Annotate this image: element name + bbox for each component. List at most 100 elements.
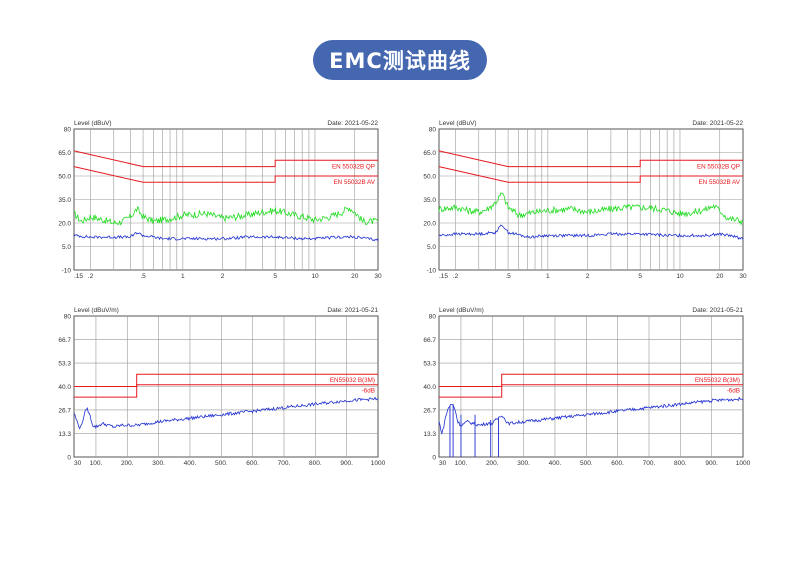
x-tick-label: 200. [121, 460, 134, 467]
limit-line [74, 384, 378, 398]
limit-label: EN 55032B AV [698, 179, 740, 186]
y-tick-label: 53.3 [58, 361, 71, 368]
y-tick-label: 65.0 [423, 150, 436, 157]
y-tick-label: 20.0 [58, 221, 71, 228]
y-tick-label: 40.0 [58, 384, 71, 391]
limit-label: -6dB [362, 388, 375, 395]
x-tick-label: 1 [546, 273, 550, 280]
y-axis-label: Level (dBuV) [439, 120, 477, 127]
qp-trace [438, 192, 744, 226]
chart-radiated-2: 0 13.3 26.7 40.0 53.3 66.7 80 30 100. 200. 300. 400… [405, 302, 755, 467]
y-tick-label: 65.0 [58, 150, 71, 157]
av-trace [73, 396, 379, 430]
y-tick-label: 80 [429, 127, 437, 134]
y-tick-label: 35.0 [58, 197, 71, 204]
y-axis-label: Level (dBuV) [74, 120, 112, 127]
x-tick-label: 800. [309, 460, 322, 467]
y-tick-label: 66.7 [423, 337, 436, 344]
limit-label: -6dB [727, 388, 740, 395]
x-tick-label: 600. [611, 460, 624, 467]
y-axis-label: Level (dBuV/m) [74, 307, 119, 314]
chart-conducted-2: -10 5.0 20.0 35.0 50.0 65.0 80 .15 .2 .5 1 2 5 10 20 30… [405, 115, 755, 280]
x-tick-label: .5 [140, 273, 146, 280]
x-tick-label: 30 [439, 460, 447, 467]
x-tick-label: 500. [580, 460, 593, 467]
limit-line [439, 384, 743, 398]
x-tick-label: 10 [311, 273, 319, 280]
x-tick-label: 500. [215, 460, 228, 467]
y-tick-label: 80 [64, 314, 72, 321]
y-axis-label: Level (dBuV/m) [439, 307, 484, 314]
y-tick-label: 40.0 [423, 384, 436, 391]
chart-date: Date: 2021-05-21 [327, 307, 378, 314]
chart-conducted-2-svg: -10 5.0 20.0 35.0 50.0 65.0 80 .15 .2 .5 1 2 5 10 20 30… [423, 120, 747, 280]
x-tick-label: 300. [152, 460, 165, 467]
av-trace [438, 224, 744, 241]
x-tick-label: 100. [455, 460, 468, 467]
y-tick-label: 66.7 [58, 337, 71, 344]
chart-radiated-2-svg: 0 13.3 26.7 40.0 53.3 66.7 80 30 100. 200. 300. 400… [423, 307, 751, 467]
x-tick-label: 200. [486, 460, 499, 467]
chart-date: Date: 2021-05-22 [327, 120, 378, 127]
x-tick-label: 700. [278, 460, 291, 467]
y-tick-label: -10 [62, 268, 72, 275]
x-tick-label: 20 [351, 273, 359, 280]
av-trace [438, 396, 744, 435]
chart-conducted-1: -10 5.0 20.0 35.0 50.0 65.0 80 .15 .2 .5 1 2 5 10 20 30… [40, 115, 390, 280]
limit-label: EN 55032B QP [697, 163, 740, 170]
limit-line [438, 150, 743, 168]
chart-date: Date: 2021-05-21 [692, 307, 743, 314]
limit-line [73, 150, 378, 168]
x-tick-label: 1 [181, 273, 185, 280]
x-tick-label: 30 [74, 460, 82, 467]
chart-radiated-1-svg: 0 13.3 26.7 40.0 53.3 66.7 80 30 100. 200. 300. 400… [58, 307, 386, 467]
x-tick-label: 400. [184, 460, 197, 467]
y-tick-label: 5.0 [427, 244, 436, 251]
x-tick-label: 700. [643, 460, 656, 467]
x-tick-label: 10 [676, 273, 684, 280]
y-tick-label: 20.0 [423, 221, 436, 228]
x-tick-label: 600. [246, 460, 259, 467]
chart-radiated-1: 0 13.3 26.7 40.0 53.3 66.7 80 30 100. 200. 300. 400… [40, 302, 390, 467]
y-tick-label: -10 [427, 268, 437, 275]
x-tick-label: 900. [705, 460, 718, 467]
limit-label: EN55032 B(3M) [695, 377, 740, 384]
x-tick-label: .2 [88, 273, 94, 280]
av-trace [73, 231, 379, 242]
x-tick-label: .15 [74, 273, 83, 280]
x-tick-label: .15 [439, 273, 448, 280]
y-tick-label: 80 [429, 314, 437, 321]
y-tick-label: 0 [67, 455, 71, 462]
y-tick-label: 26.7 [58, 407, 71, 414]
y-tick-label: 35.0 [423, 197, 436, 204]
y-tick-label: 50.0 [58, 174, 71, 181]
x-tick-label: 400. [549, 460, 562, 467]
x-tick-label: 5 [638, 273, 642, 280]
x-tick-label: .5 [505, 273, 511, 280]
x-tick-label: 1000 [371, 460, 386, 467]
x-tick-label: 900. [340, 460, 353, 467]
x-tick-label: 5 [273, 273, 277, 280]
x-tick-label: 1000 [736, 460, 751, 467]
limit-line [74, 373, 378, 387]
x-tick-label: 2 [221, 273, 225, 280]
limit-line [73, 166, 378, 183]
x-tick-label: 800. [674, 460, 687, 467]
x-tick-label: 20 [716, 273, 724, 280]
qp-trace [73, 206, 379, 226]
x-tick-label: 300. [517, 460, 530, 467]
y-tick-label: 13.3 [423, 431, 436, 438]
x-tick-label: 30 [374, 273, 382, 280]
x-tick-label: .2 [453, 273, 459, 280]
y-tick-label: 5.0 [62, 244, 71, 251]
y-tick-label: 13.3 [58, 431, 71, 438]
x-tick-label: 30 [739, 273, 747, 280]
limit-line [439, 373, 743, 387]
y-tick-label: 50.0 [423, 174, 436, 181]
y-tick-label: 53.3 [423, 361, 436, 368]
page-title: EMC测试曲线 [313, 40, 487, 80]
limit-label: EN55032 B(3M) [330, 377, 375, 384]
chart-date: Date: 2021-05-22 [692, 120, 743, 127]
x-tick-label: 2 [586, 273, 590, 280]
chart-conducted-1-svg: -10 5.0 20.0 35.0 50.0 65.0 80 .15 .2 .5 1 2 5 10 20 30… [58, 120, 382, 280]
